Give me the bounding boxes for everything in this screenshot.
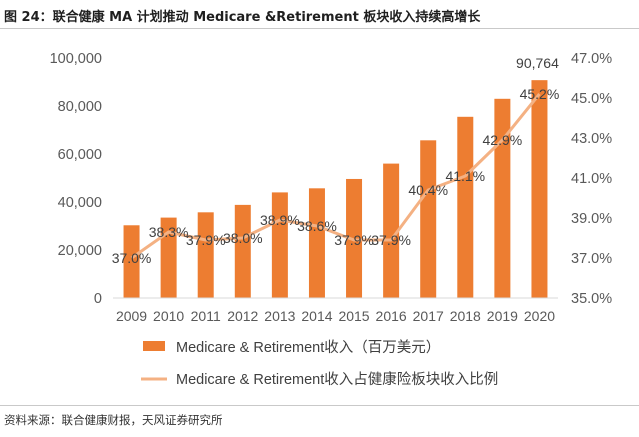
source-divider <box>0 405 639 406</box>
left-tick-label: 0 <box>94 291 102 307</box>
right-tick-label: 47.0% <box>571 51 612 67</box>
x-tick-label: 2015 <box>338 308 369 324</box>
x-tick-label: 2010 <box>153 308 184 324</box>
left-tick-label: 20,000 <box>58 243 102 259</box>
legend-swatch-bar <box>143 341 165 351</box>
right-tick-label: 39.0% <box>571 211 612 227</box>
line-data-label: 37.9% <box>186 232 226 248</box>
right-tick-label: 37.0% <box>571 251 612 267</box>
line-data-label: 41.1% <box>445 168 485 184</box>
right-tick-label: 45.0% <box>571 91 612 107</box>
line-data-label: 38.3% <box>149 224 189 240</box>
line-data-label: 42.9% <box>483 132 523 148</box>
bar-2019 <box>494 98 511 298</box>
legend-label-bar: Medicare & Retirement收入（百万美元） <box>176 339 440 356</box>
data-labels: 37.0%38.3%37.9%38.0%38.9%38.6%37.9%37.9%… <box>112 55 560 266</box>
right-tick-label: 41.0% <box>571 171 612 187</box>
line-data-label: 37.9% <box>334 232 374 248</box>
ratio-line <box>130 93 541 260</box>
title-divider <box>0 28 639 29</box>
left-tick-label: 40,000 <box>58 195 102 211</box>
x-tick-label: 2011 <box>191 308 221 324</box>
bar-2014 <box>308 188 325 298</box>
source-note: 资料来源：联合健康财报，天风证券研究所 <box>4 413 223 427</box>
line-data-label: 40.4% <box>408 182 448 198</box>
x-tick-label: 2009 <box>116 308 147 324</box>
bar-2020 <box>531 80 548 298</box>
bar-2017 <box>420 140 437 298</box>
right-tick-label: 35.0% <box>571 291 612 307</box>
bar-2009 <box>123 225 140 298</box>
x-tick-label: 2013 <box>264 308 295 324</box>
x-tick-label: 2016 <box>376 308 407 324</box>
line-data-label: 38.0% <box>223 230 263 246</box>
x-tick-label: 2014 <box>301 308 332 324</box>
bar-series <box>123 80 548 298</box>
bar-2012 <box>234 204 251 298</box>
line-data-label: 38.6% <box>297 218 337 234</box>
line-data-label: 38.9% <box>260 212 300 228</box>
x-tick-label: 2017 <box>413 308 444 324</box>
bar-2010 <box>160 217 177 298</box>
x-tick-label: 2012 <box>227 308 258 324</box>
line-data-label: 37.0% <box>112 250 152 266</box>
bar-2016 <box>383 163 400 298</box>
right-axis: 35.0% 37.0% 39.0% 41.0% 43.0% 45.0% 47.0% <box>571 51 612 307</box>
figure-title: 图 24：联合健康 MA 计划推动 Medicare &Retirement 板… <box>4 10 481 25</box>
left-tick-label: 80,000 <box>58 99 102 115</box>
left-axis: 0 20,000 40,000 60,000 80,000 100,000 <box>50 51 102 307</box>
legend: Medicare & Retirement收入（百万美元） Medicare &… <box>141 339 498 388</box>
bar-2018 <box>457 116 474 298</box>
line-data-label: 45.2% <box>520 86 560 102</box>
left-tick-label: 100,000 <box>50 51 102 67</box>
combo-chart: 0 20,000 40,000 60,000 80,000 100,000 35.0% 37… <box>50 51 613 388</box>
line-series <box>130 93 541 260</box>
bar-2013 <box>271 192 288 298</box>
x-tick-label: 2018 <box>450 308 481 324</box>
legend-label-line: Medicare & Retirement收入占健康险板块收入比例 <box>176 370 498 388</box>
bar-data-label: 90,764 <box>516 55 559 71</box>
x-tick-label: 2019 <box>487 308 518 324</box>
x-axis: 2009 2010 2011 2012 2013 2014 2015 2016 2017 2018… <box>116 308 555 324</box>
left-tick-label: 60,000 <box>58 147 102 163</box>
line-data-label: 37.9% <box>371 232 411 248</box>
x-tick-label: 2020 <box>524 308 555 324</box>
bar-2011 <box>197 212 214 298</box>
right-tick-label: 43.0% <box>571 131 612 147</box>
